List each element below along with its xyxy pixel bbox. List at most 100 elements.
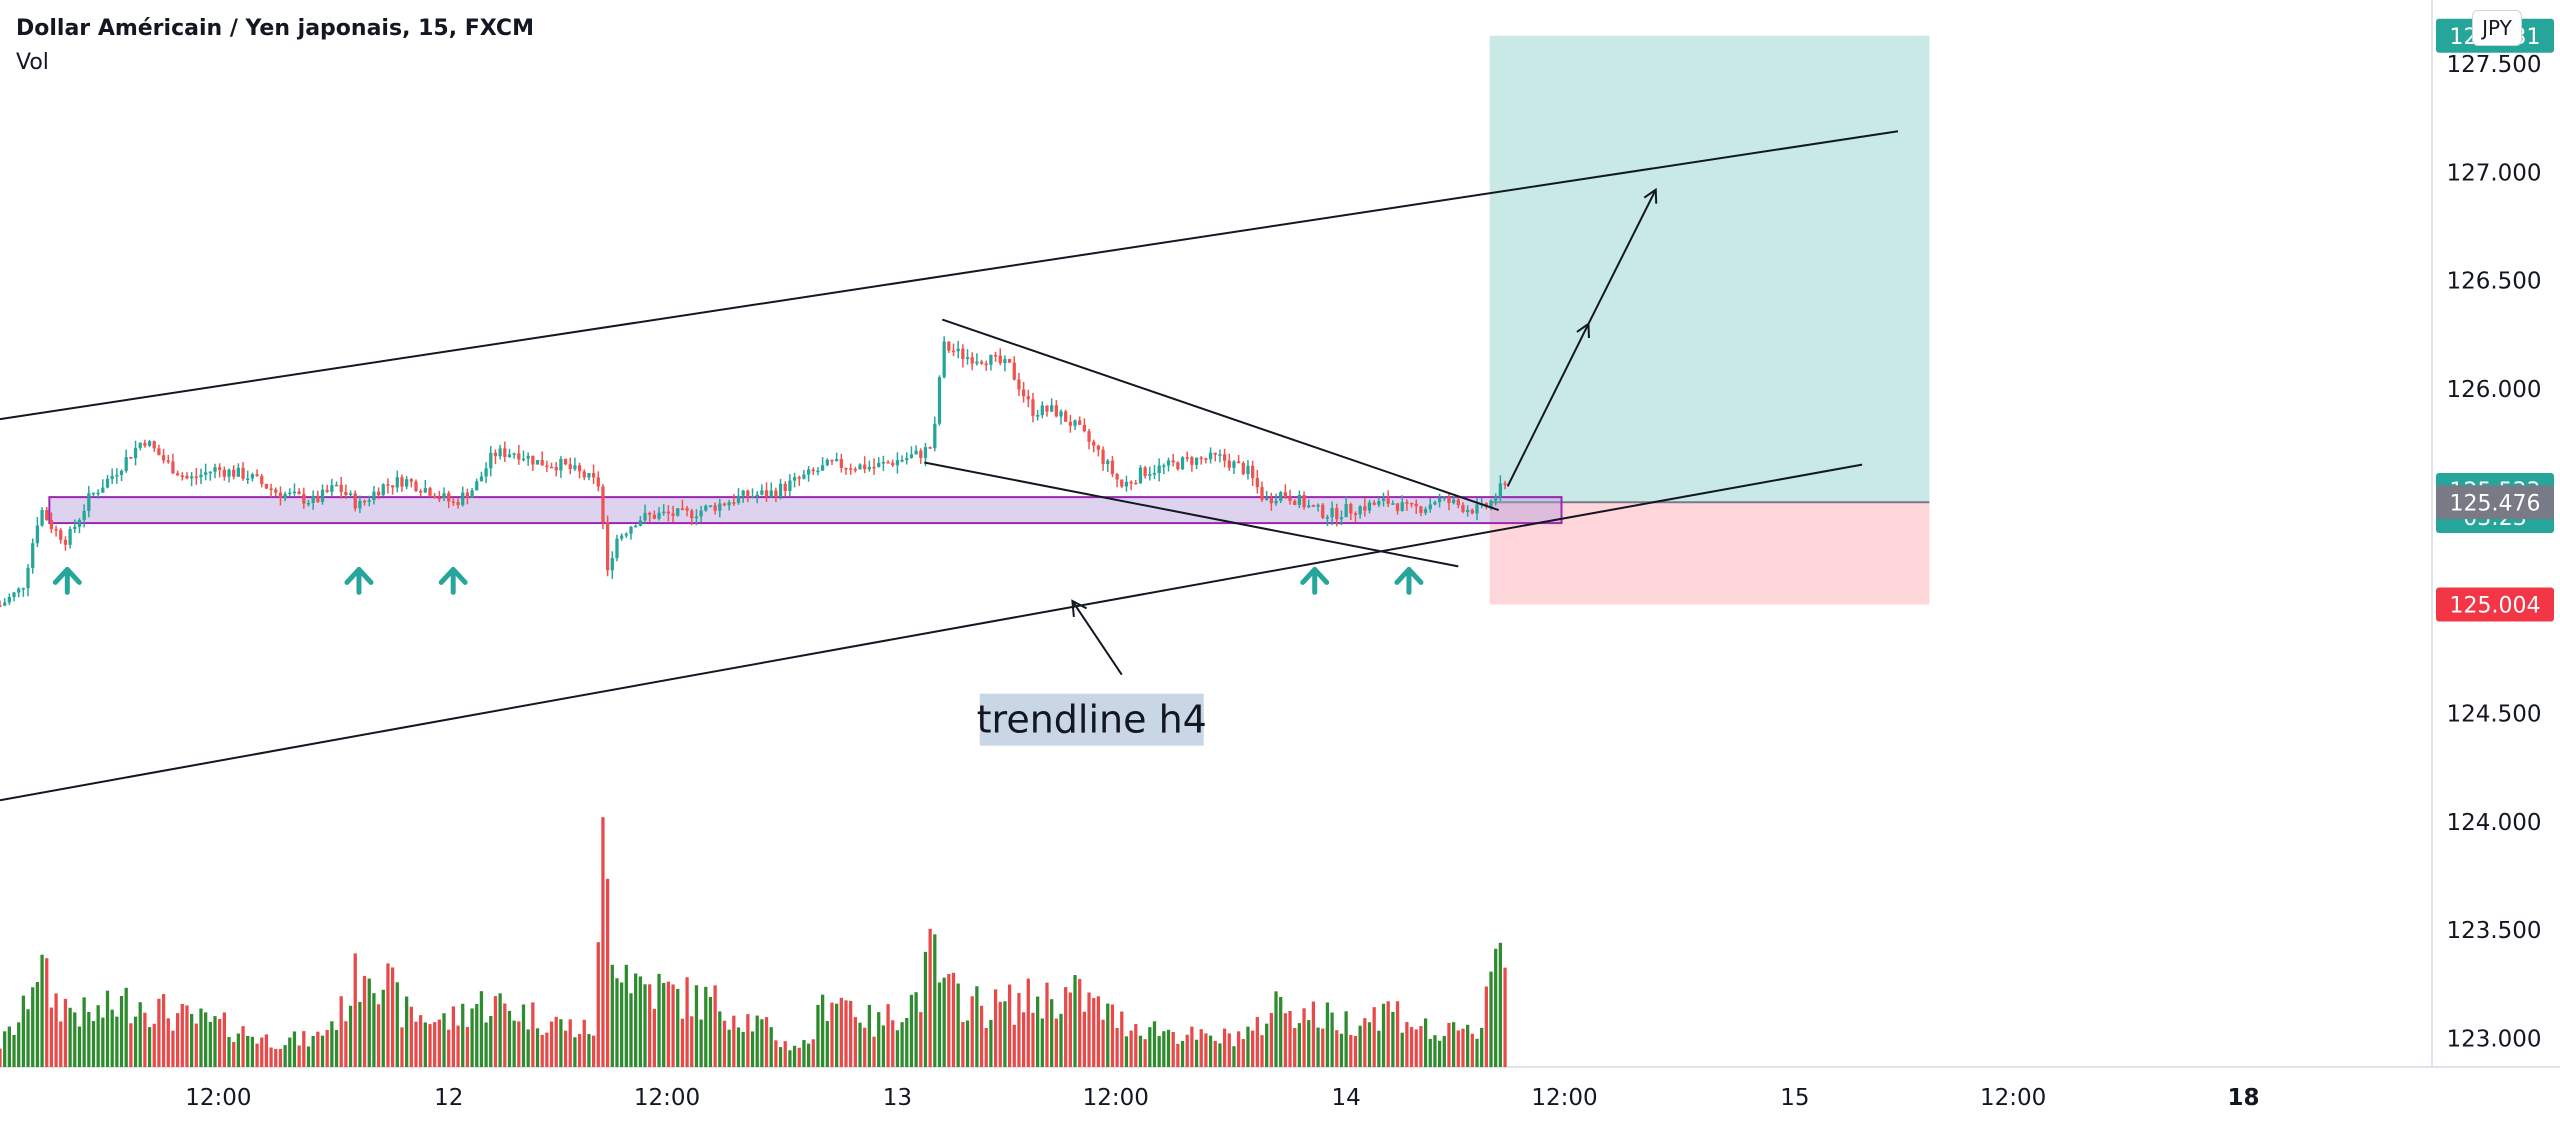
volume-bar (484, 1022, 488, 1067)
candle-body (73, 526, 77, 530)
candle-body (241, 467, 245, 479)
candle-body (1283, 492, 1287, 498)
volume-bar (563, 1030, 568, 1067)
annotation-arrow[interactable] (1071, 600, 1123, 676)
candle-body (825, 459, 829, 466)
time-tick-label: 12:00 (1980, 1085, 2046, 1111)
candle-body (1176, 462, 1180, 470)
candle-body (587, 473, 591, 478)
volume-bar (1213, 1040, 1217, 1067)
volume-bar (475, 1004, 479, 1067)
candle-body (372, 491, 376, 501)
candle-body (652, 514, 657, 519)
candle-body (1068, 421, 1072, 426)
candle-body (1208, 452, 1213, 460)
candle-body (741, 490, 745, 496)
candle-body (942, 341, 946, 378)
price-axis[interactable]: 127.500 127.000 126.500 126.000 124.500 124.0… (2446, 52, 2541, 1052)
support-zone[interactable] (48, 496, 1563, 525)
projection-path[interactable] (1506, 187, 1658, 487)
candle-body (909, 454, 914, 458)
volume-bar (1377, 1030, 1381, 1067)
volume-bar (1036, 996, 1040, 1067)
candle-body (414, 481, 418, 492)
time-tick-label: 18 (2228, 1085, 2260, 1111)
volume-bar (129, 1023, 133, 1067)
volume-bar (344, 1021, 348, 1067)
candle-body (470, 490, 474, 498)
candle-body (545, 465, 549, 468)
candle-body (1344, 504, 1348, 518)
trendlines[interactable] (0, 130, 1899, 802)
candle-body (881, 462, 886, 464)
target-zone[interactable] (1489, 35, 1930, 503)
volume-bar (1227, 1033, 1231, 1067)
candle-body (119, 470, 124, 475)
volume-bar (1260, 1035, 1264, 1067)
candle-body (493, 452, 498, 457)
volume-bar (395, 982, 399, 1067)
volume-bar (503, 1003, 507, 1067)
time-axis[interactable]: 12:00 12 12:00 13 12:00 14 12:00 15 12:00 18 (185, 1085, 2259, 1111)
stop-price-label: 125.004 (2450, 593, 2541, 618)
price-tick-label: 127.500 (2446, 52, 2541, 78)
candle-body (961, 348, 965, 359)
candle-body (0, 605, 2, 607)
volume-indicator-label[interactable]: Vol (16, 50, 49, 75)
volume-bar (1218, 1043, 1222, 1067)
volume-bar (704, 986, 708, 1067)
candle-body (797, 477, 801, 479)
trendline-falling-upper (941, 318, 1500, 512)
volume-bar (17, 1022, 21, 1067)
volume-bar (1447, 1022, 1451, 1067)
volume-bar (1138, 1035, 1143, 1067)
candle-body (1297, 494, 1302, 505)
volume-bar (204, 1012, 208, 1067)
volume-bar (970, 996, 974, 1067)
volume-bar (358, 1001, 362, 1067)
volume-bar (7, 1026, 11, 1067)
candle-body (498, 448, 502, 457)
candle-body (489, 452, 493, 469)
volume-bar (119, 995, 124, 1067)
candle-body (657, 512, 661, 519)
candle-body (222, 469, 226, 477)
volume-bar (1265, 1023, 1269, 1067)
volume-bar (942, 977, 946, 1067)
candle-body (1442, 497, 1446, 499)
volume-bar (1078, 978, 1082, 1067)
candle-body (194, 476, 198, 478)
candle-body (1316, 504, 1320, 507)
candle-body (45, 510, 49, 521)
volume-bar (1124, 1036, 1129, 1067)
arrow-up-icon (344, 566, 374, 595)
volume-bar (1190, 1026, 1194, 1067)
volume-bar (1134, 1024, 1138, 1067)
candle-body (1367, 502, 1372, 511)
currency-button[interactable]: JPY (2472, 10, 2522, 46)
price-tick-label: 124.500 (2446, 702, 2541, 728)
candle-body (512, 453, 516, 455)
candle-body (1012, 362, 1016, 380)
price-tick-label: 123.000 (2446, 1026, 2541, 1052)
candle-body (1260, 487, 1264, 500)
candle-body (1040, 405, 1044, 416)
volume-bar (998, 1001, 1002, 1067)
volume-bar (816, 1004, 820, 1067)
candle-body (704, 505, 708, 511)
support-arrows (52, 566, 1424, 595)
arrow-up-icon (1300, 566, 1330, 595)
candle-body (367, 500, 371, 502)
candle-body (802, 474, 806, 479)
volume-bar (1480, 1027, 1484, 1067)
annotation-box[interactable] (979, 693, 1204, 746)
symbol-title[interactable]: Dollar Américain / Yen japonais, 15, FXC… (16, 16, 534, 41)
volume-bar (1185, 1034, 1189, 1067)
candle-body (175, 473, 180, 476)
candle-body (17, 588, 21, 593)
candle-body (1423, 509, 1428, 513)
volume-bar (1503, 967, 1507, 1067)
volume-bar (844, 1000, 848, 1067)
